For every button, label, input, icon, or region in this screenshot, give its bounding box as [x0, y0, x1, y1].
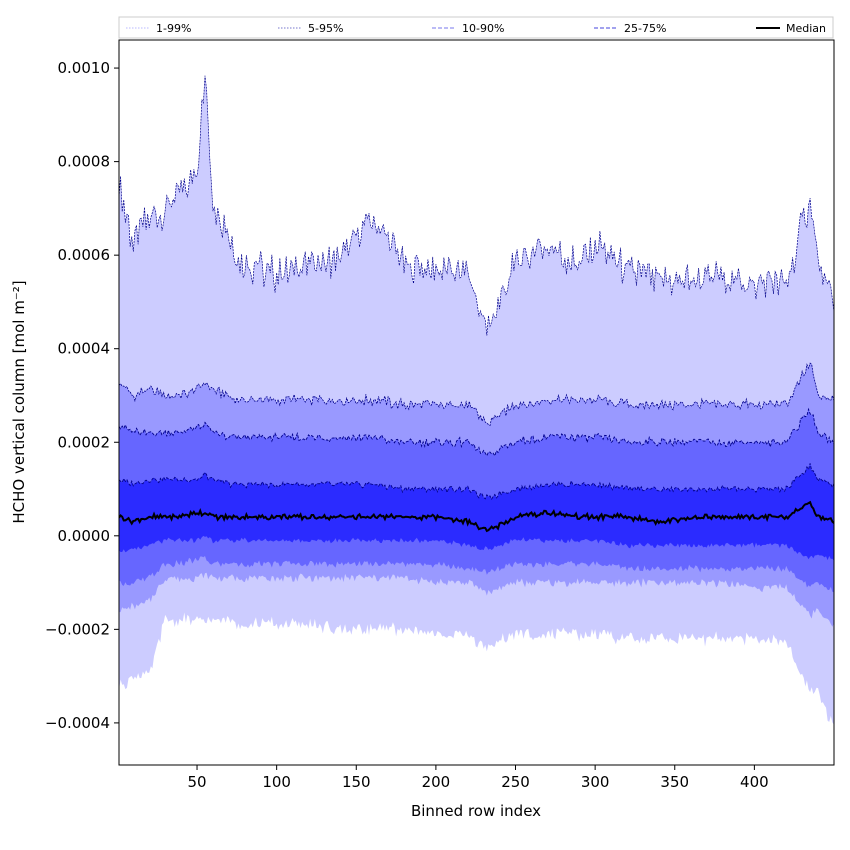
percentile-lines [119, 75, 834, 533]
x-tick-label: 50 [187, 773, 206, 791]
line-p95 [119, 362, 834, 427]
line-p90 [119, 407, 834, 457]
legend-box [118, 16, 834, 39]
y-axis-label: HCHO vertical column [mol m⁻²] [10, 280, 28, 523]
legend-label: Median [786, 22, 826, 35]
x-axis-ticks: 50 100 150 200 250 300 350 400 [187, 765, 769, 791]
plot-frame [118, 39, 835, 766]
y-tick-label: 0.0010 [58, 59, 111, 77]
band-25-75 [119, 463, 834, 561]
percentile-bands [119, 75, 834, 725]
x-tick-label: 300 [581, 773, 610, 791]
y-tick-label: −0.0004 [45, 714, 110, 732]
y-tick-label: 0.0002 [58, 433, 111, 451]
legend-label: 25-75% [624, 22, 666, 35]
y-tick-label: 0.0006 [58, 246, 111, 264]
x-tick-label: 250 [501, 773, 530, 791]
y-tick-label: 0.0008 [58, 153, 111, 171]
line-p99 [119, 75, 834, 336]
line-p75 [119, 463, 834, 501]
line-median [119, 500, 834, 533]
x-tick-label: 200 [422, 773, 451, 791]
x-tick-label: 150 [342, 773, 371, 791]
y-tick-label: 0.0000 [58, 527, 111, 545]
legend-label: 5-95% [308, 22, 343, 35]
x-tick-label: 400 [740, 773, 769, 791]
legend: 1-99% 5-95% 10-90% 25-75% Median [118, 16, 834, 39]
legend-label: 1-99% [156, 22, 191, 35]
legend-label: 10-90% [462, 22, 504, 35]
y-tick-label: 0.0004 [58, 340, 111, 358]
y-tick-label: −0.0002 [45, 620, 110, 638]
y-axis-ticks: −0.0004 −0.0002 0.0000 0.0002 0.0004 0.0006 0.… [45, 59, 119, 732]
x-axis-label: Binned row index [411, 802, 541, 820]
x-tick-label: 350 [660, 773, 689, 791]
x-tick-label: 100 [262, 773, 291, 791]
